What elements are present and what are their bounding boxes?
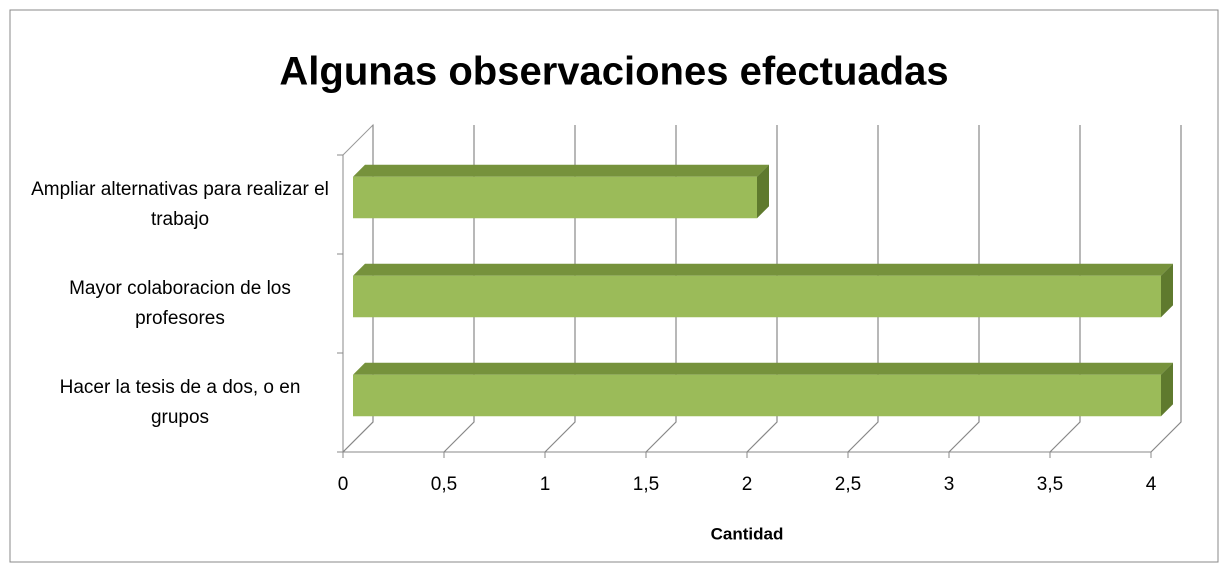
bar-front <box>353 176 757 219</box>
grid-line <box>443 125 475 453</box>
bar <box>353 362 1173 417</box>
bar-top <box>353 164 769 177</box>
x-tick-label: 2 <box>742 474 753 495</box>
x-tick-label: 0 <box>338 474 349 495</box>
bar-front <box>353 275 1161 318</box>
bar-top <box>353 263 1173 276</box>
x-tick-label: 0,5 <box>431 474 457 495</box>
grid-line <box>342 125 374 453</box>
grid-line <box>544 125 576 453</box>
grid-line <box>1049 125 1081 453</box>
bar-top <box>353 362 1173 375</box>
chart-title: Algunas observaciones efectuadas <box>279 50 948 94</box>
x-tick-label: 4 <box>1146 474 1157 495</box>
bar-end <box>1161 263 1173 318</box>
bar <box>353 263 1173 318</box>
grid-line <box>645 125 677 453</box>
grid-line <box>948 125 980 453</box>
y-tick-label: Mayor colaboracion de los profesores <box>69 277 291 329</box>
bar-front <box>353 374 1161 417</box>
grid-line <box>746 125 778 453</box>
x-tick-label: 3,5 <box>1037 474 1063 495</box>
y-tick-label: Ampliar alternativas para realizar el tr… <box>31 178 329 230</box>
x-tick-label: 3 <box>944 474 955 495</box>
x-tick-label: 2,5 <box>835 474 861 495</box>
bar-end <box>757 164 769 219</box>
y-tick-label: Hacer la tesis de a dos, o en grupos <box>59 376 301 428</box>
x-axis-title: Cantidad <box>711 524 784 543</box>
grid-line <box>1150 125 1182 453</box>
bar-end <box>1161 362 1173 417</box>
grid-line <box>847 125 879 453</box>
x-tick-label: 1,5 <box>633 474 659 495</box>
bar <box>353 164 769 219</box>
x-tick-label: 1 <box>540 474 551 495</box>
